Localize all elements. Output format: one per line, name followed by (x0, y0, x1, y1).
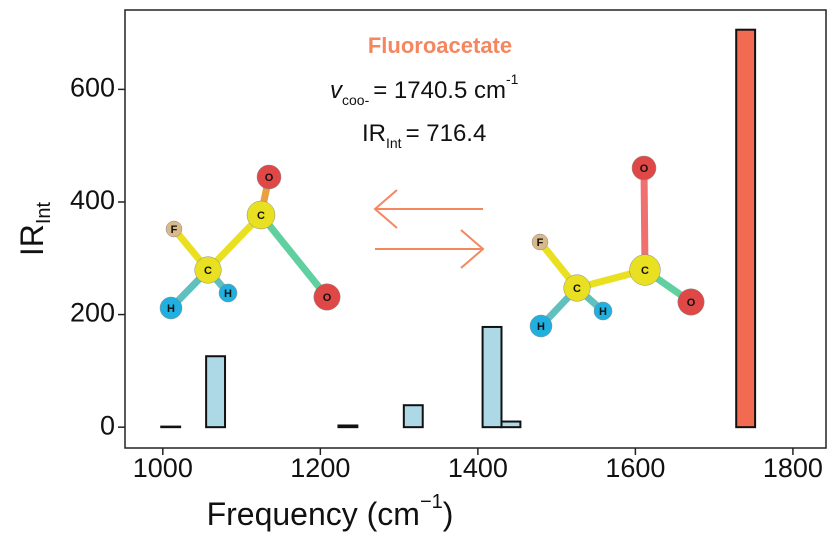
x-tick-label: 1000 (133, 453, 193, 483)
x-tick-label: 1800 (763, 453, 823, 483)
text: Frequency (cm (207, 496, 420, 532)
atom-label: C (573, 283, 581, 295)
bar (483, 327, 502, 427)
y-axis-label: IRInt (14, 201, 55, 256)
superscript: -1 (506, 71, 519, 87)
x-tick-label: 1400 (448, 453, 508, 483)
atom-label: O (640, 163, 649, 175)
atom-label: C (641, 265, 649, 277)
subscript: Int (386, 135, 402, 151)
text: IR (14, 224, 50, 256)
atom-label: H (167, 303, 175, 315)
close: ) (443, 496, 454, 532)
atom-label: O (687, 297, 696, 309)
arrow-left (375, 190, 483, 228)
atom-label: F (537, 237, 544, 249)
atom-label: O (265, 172, 274, 184)
superscript: −1 (420, 491, 443, 513)
atom-label: C (204, 265, 212, 277)
atom-label: H (224, 288, 232, 300)
y-tick-label: 600 (70, 73, 115, 103)
arrow-right (375, 230, 483, 268)
annotation-intensity: IRInt= 716.4 (362, 120, 486, 150)
y-tick-label: 400 (70, 185, 115, 215)
bar (736, 30, 755, 427)
bond (261, 215, 327, 297)
atom-label: H (599, 306, 607, 318)
atom-label: H (537, 321, 545, 333)
atom-label: O (323, 292, 332, 304)
atom-label: F (171, 224, 178, 236)
text: = 1740.5 cm (373, 77, 506, 104)
x-axis-label: Frequency (cm−1) (207, 491, 454, 532)
arrows (375, 190, 483, 268)
y-tick-label: 200 (70, 298, 115, 328)
x-tick-label: 1200 (290, 453, 350, 483)
y-tick-label: 0 (100, 410, 115, 440)
plot-frame (125, 10, 826, 448)
text: = 716.4 (406, 120, 487, 147)
subscript: Int (33, 201, 55, 224)
x-tick-label: 1600 (605, 453, 665, 483)
bar (338, 425, 357, 427)
atom-label: C (257, 210, 265, 222)
annotation-title: Fluoroacetate (368, 33, 512, 58)
bar (501, 422, 520, 428)
bar (206, 356, 225, 427)
bar (404, 405, 423, 427)
molecule: O C F C H H O (530, 156, 704, 337)
subscript: coo- (342, 92, 370, 108)
symbol: IR (362, 120, 386, 147)
annotation-frequency: vcoo-= 1740.5 cm-1 (330, 71, 519, 108)
bar (161, 427, 180, 428)
chart: Fluoroacetate vcoo-= 1740.5 cm-1 IRInt= … (0, 0, 837, 539)
